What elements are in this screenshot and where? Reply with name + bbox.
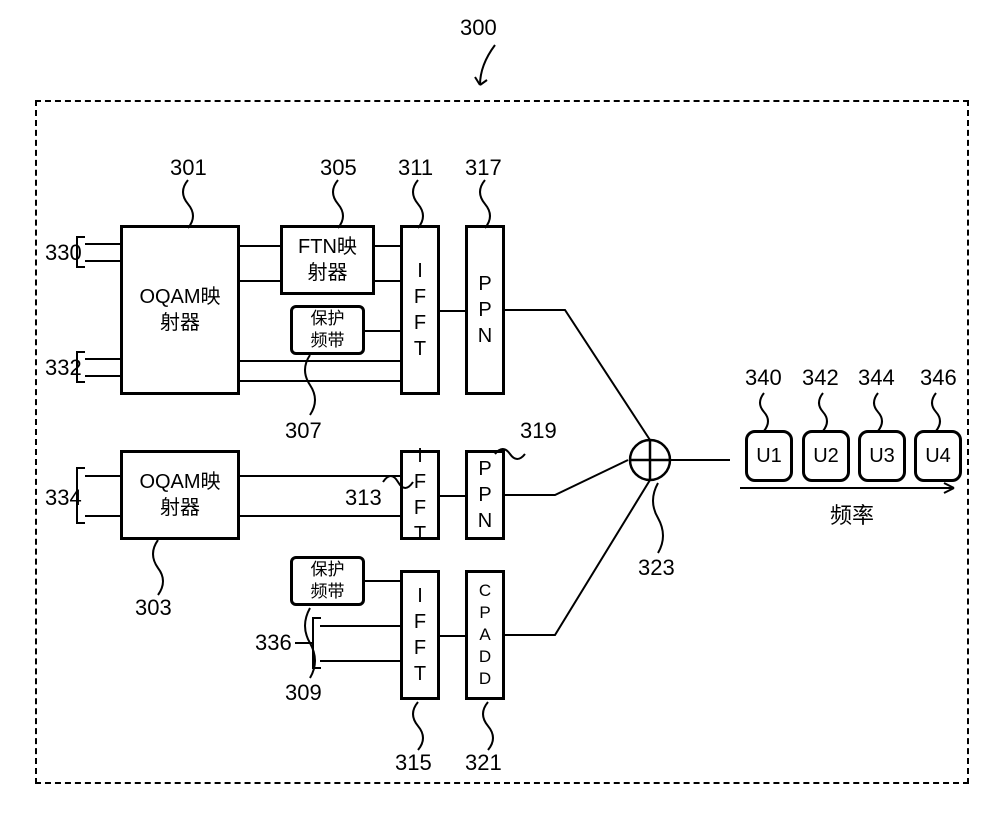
wire [440, 310, 465, 312]
block-oqam-1: OQAM映 射器 [120, 225, 240, 395]
wire [85, 375, 120, 377]
block-oqam-2: OQAM映 射器 [120, 450, 240, 540]
squiggle-307 [300, 355, 320, 415]
wire [375, 245, 400, 247]
label-303: 303 [135, 595, 172, 621]
squiggle-321 [478, 702, 498, 750]
wire [240, 475, 400, 477]
squiggle-315 [408, 702, 428, 750]
wire [440, 495, 465, 497]
squiggle-311 [408, 180, 428, 228]
label-323: 323 [638, 555, 675, 581]
label-307: 307 [285, 418, 322, 444]
wire [320, 625, 400, 627]
block-u4: U4 [914, 430, 962, 482]
squiggle-317 [475, 180, 495, 228]
label-317: 317 [465, 155, 502, 181]
label-300: 300 [460, 15, 497, 41]
wire [320, 660, 400, 662]
block-ifft-1: I F F T [400, 225, 440, 395]
block-u2: U2 [802, 430, 850, 482]
squiggle-319 [495, 444, 525, 464]
squiggle-323 [648, 483, 668, 553]
wire [240, 515, 400, 517]
squiggle-346 [928, 393, 944, 431]
block-ftn: FTN映 射器 [280, 225, 375, 295]
wire-sum-out [670, 459, 730, 461]
label-309: 309 [285, 680, 322, 706]
block-guard-1: 保护 频带 [290, 305, 365, 355]
label-311: 311 [398, 155, 433, 181]
arrow-300 [475, 45, 505, 105]
label-319: 319 [520, 418, 557, 444]
block-ppn-1: P P N [465, 225, 505, 395]
squiggle-309 [300, 608, 320, 678]
wire [85, 515, 120, 517]
block-guard-2: 保护 频带 [290, 556, 365, 606]
label-313: 313 [345, 485, 382, 511]
wire [240, 280, 280, 282]
wire [85, 475, 120, 477]
wire [85, 358, 120, 360]
label-330: 330 [45, 240, 82, 266]
wire [85, 243, 120, 245]
wire [365, 580, 400, 582]
squiggle-305 [328, 180, 348, 228]
wire [240, 360, 400, 362]
squiggle-340 [756, 393, 772, 431]
wire [440, 635, 465, 637]
label-321: 321 [465, 750, 502, 776]
label-334: 334 [45, 485, 82, 511]
squiggle-342 [815, 393, 831, 431]
label-336: 336 [255, 630, 292, 656]
label-332: 332 [45, 355, 82, 381]
wire [85, 260, 120, 262]
block-ifft-3: I F F T [400, 570, 440, 700]
wire [240, 380, 400, 382]
label-305: 305 [320, 155, 357, 181]
block-ifft-2: I F F T [400, 450, 440, 540]
label-301: 301 [170, 155, 207, 181]
label-344: 344 [858, 365, 895, 391]
wire [365, 330, 400, 332]
squiggle-313 [383, 470, 413, 495]
block-cpadd: C P A D D [465, 570, 505, 700]
squiggle-344 [870, 393, 886, 431]
label-340: 340 [745, 365, 782, 391]
label-346: 346 [920, 365, 957, 391]
label-342: 342 [802, 365, 839, 391]
block-u1: U1 [745, 430, 793, 482]
squiggle-303 [148, 540, 168, 595]
wire [375, 280, 400, 282]
squiggle-301 [178, 180, 198, 228]
block-u3: U3 [858, 430, 906, 482]
label-315: 315 [395, 750, 432, 776]
freq-axis-label: 频率 [830, 498, 874, 530]
wire [240, 245, 280, 247]
